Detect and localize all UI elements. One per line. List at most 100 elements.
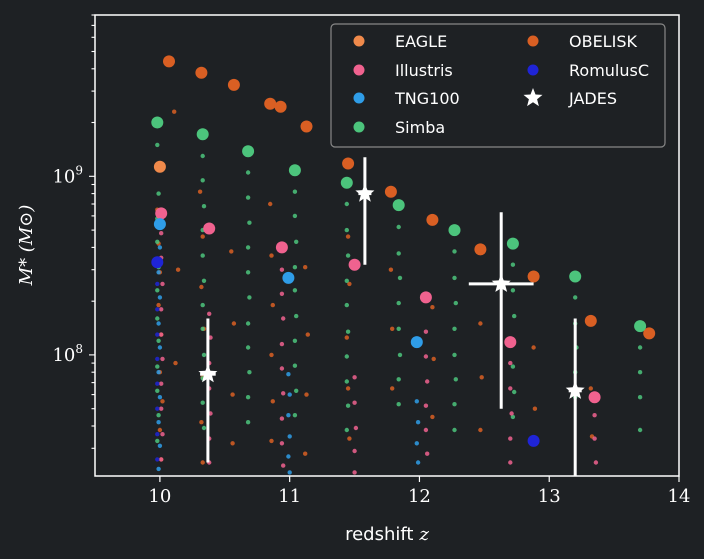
simba-population-point [452,326,457,331]
axis-ticks: 10 11 12 13 14 108 109 [52,14,690,507]
simba-population-point [294,239,299,244]
illustris-population-point [279,441,285,446]
obelisk-population-point [390,326,395,331]
simba-max-point [392,199,405,212]
obelisk-max-point [643,327,656,340]
legend: EAGLE OBELISK Illustris RomulusC TNG100 JADES… [330,23,666,148]
simba-population-point [201,352,207,358]
simba-population-point [292,338,298,343]
romulusc-population-point [155,381,160,386]
simba-population-point [396,377,401,382]
simba-population-point [155,142,160,148]
simba-population-point [510,288,516,293]
obelisk-max-point [227,78,240,91]
illustris-population-point [425,451,430,456]
obelisk-population-point [430,305,435,310]
obelisk-population-point [269,253,274,258]
obelisk-population-point [160,399,165,404]
illustris-population-point [159,231,164,236]
obelisk-population-point [197,189,203,194]
simba-population-point [344,379,349,384]
jades-star-point [198,364,218,383]
simba-max-point [151,116,164,129]
obelisk-population-point [303,265,308,270]
jades-star-point [565,380,585,399]
obelisk-max-point [195,66,208,79]
tng100-population-point [156,321,161,326]
simba-max-point [506,237,519,250]
simba-max-point [448,224,461,237]
tng100-population-point [157,295,163,300]
illustris-population-point [281,463,286,468]
simba-population-point [637,395,643,400]
tng100-population-point [157,245,163,250]
tng100-population-point [415,420,421,425]
obelisk-max-point [384,185,397,198]
tng100-population-point [286,372,291,377]
x-axis-label-var: z [418,524,429,545]
tng100-population-point [156,270,161,275]
plot-frame [94,14,680,477]
tng100-population-point [287,392,292,397]
obelisk-population-point [200,234,205,239]
simba-population-point [155,239,160,244]
illustris-population-point [353,425,359,431]
tng100-max-point [410,336,423,349]
jades-star-point [491,273,511,292]
simba-population-point [345,403,351,408]
obelisk-max-point [426,213,439,226]
tng100-population-point [156,420,161,425]
y-tick-label: 109 [52,163,83,187]
illustris-max-point [504,336,517,349]
simba-population-point [292,265,298,270]
simba-population-point [200,153,205,159]
simba-population-point [637,427,643,433]
tng100-max-point [153,218,166,231]
illustris-max-point [419,291,432,304]
illustris-population-point [159,332,164,337]
legend-frame [330,23,666,148]
obelisk-population-point [269,438,274,444]
obelisk-max-point [527,270,540,283]
romulusc-population-point [155,332,160,337]
obelisk-population-point [268,201,273,207]
legend-label-tng100: TNG100 [394,89,460,108]
simba-population-point [396,224,401,230]
obelisk-max-point [264,97,277,110]
simba-population-point [200,400,205,405]
illustris-population-point [160,432,165,437]
simba-population-point [344,427,349,433]
romulusc-population-point [155,307,160,312]
obelisk-max-point [584,314,597,327]
obelisk-population-point [305,332,310,337]
illustris-population-point [279,291,285,296]
tng100-population-point [414,441,419,446]
simba-population-point [292,363,298,368]
illustris-population-point [279,341,285,347]
simba-population-point [345,329,351,334]
romulusc-population-point [155,457,160,462]
obelisk-population-point [344,335,349,340]
illustris-population-point [352,448,357,454]
illustris-population-point [160,281,165,287]
obelisk-population-point [230,441,235,446]
obelisk-population-point [478,427,483,433]
simba-population-point [452,249,457,254]
legend-marker-obelisk [527,35,539,47]
simba-population-point [245,245,251,250]
obelisk-population-point [390,386,395,391]
simba-population-point [344,302,349,308]
simba-population-point [247,295,252,300]
obelisk-max-point [300,120,313,133]
legend-label-simba: Simba [395,118,445,137]
simba-population-point [200,326,205,331]
simba-population-point [156,191,161,196]
illustris-population-point [159,406,164,411]
illustris-population-point [593,460,599,465]
illustris-population-point [207,311,212,316]
jades-star-point [355,183,375,202]
simba-population-point [397,352,403,358]
romulusc-max-point [151,256,164,269]
x-axis-label: redshift z [345,524,429,545]
simba-population-point [396,402,401,407]
